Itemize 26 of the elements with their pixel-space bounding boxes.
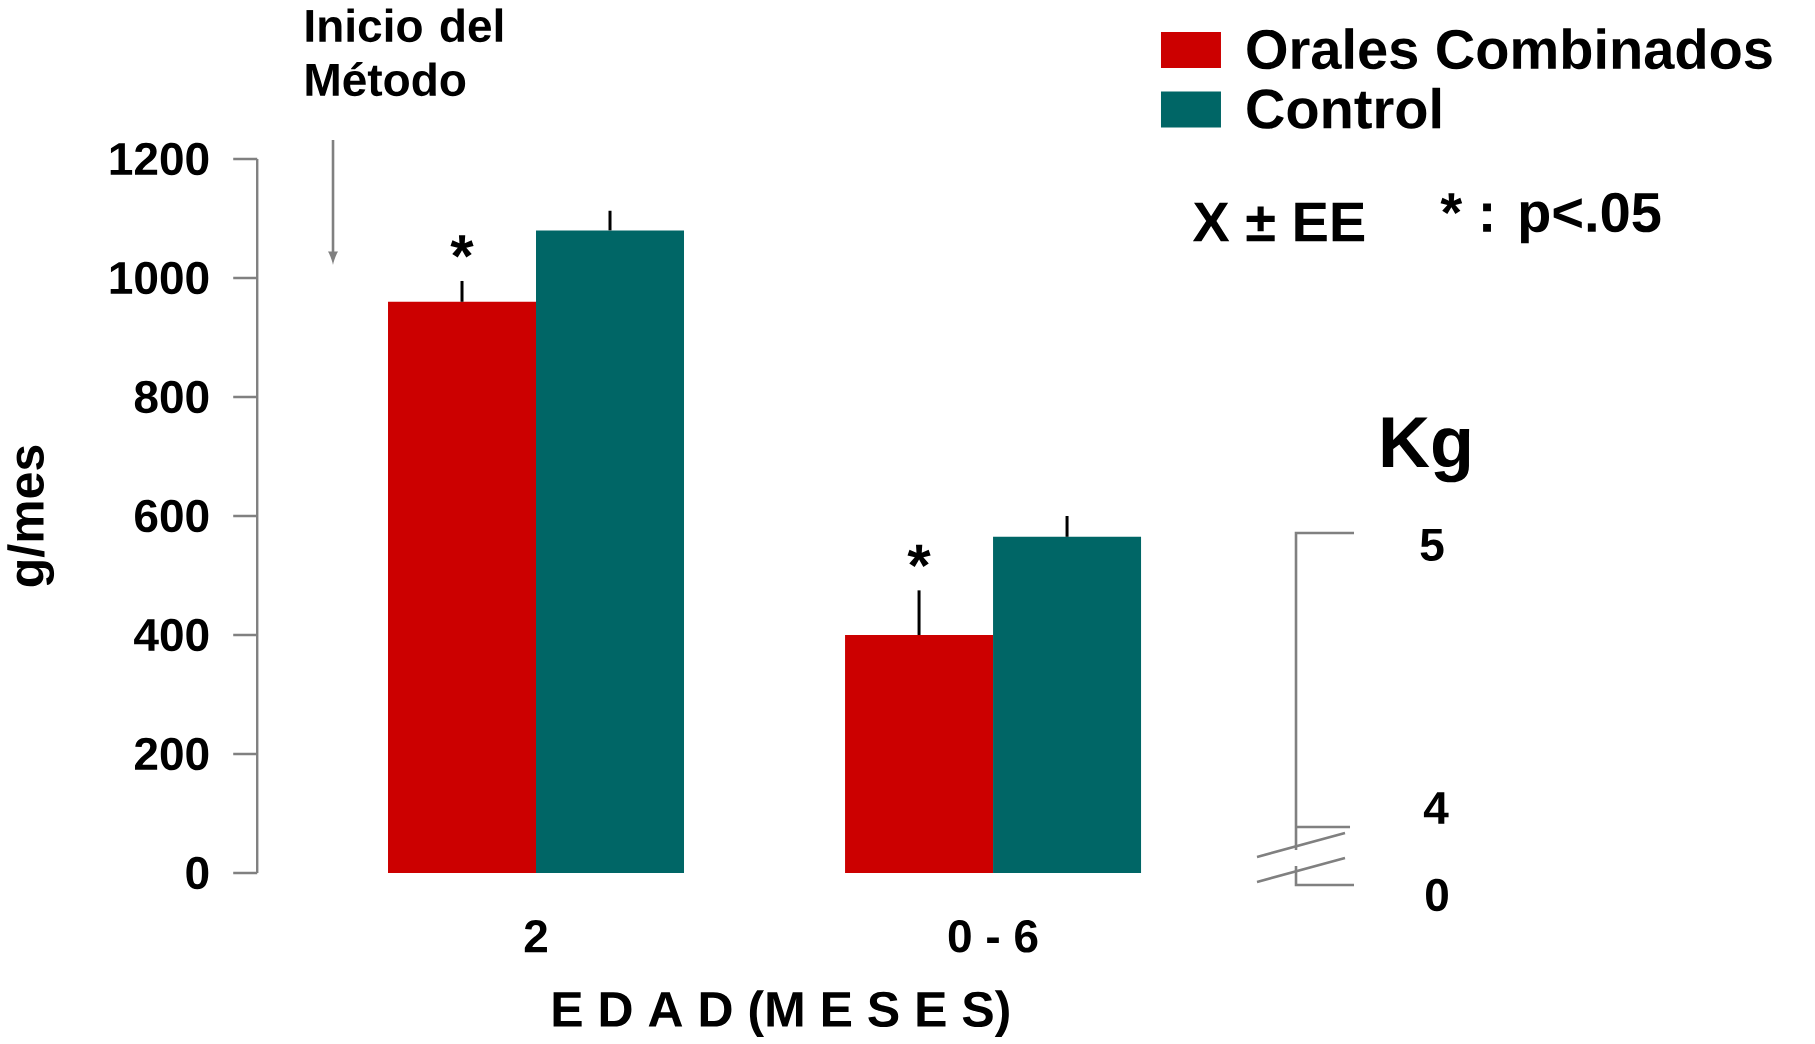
annotation: X ± EE: [1192, 202, 1365, 242]
annotation: *: [907, 544, 931, 568]
y-axis-title: g/mes: [7, 445, 55, 587]
x-tick-label: 0 - 6: [948, 920, 1038, 953]
bar: [993, 536, 1142, 873]
y-tick-label: 400: [134, 618, 209, 652]
bar: [388, 301, 537, 873]
annotation: *: [450, 235, 474, 258]
y-tick-label: 0: [186, 856, 209, 890]
text: Inicio del Método: [306, 8, 503, 97]
x-axis-title: E D A D (M E S E S): [553, 990, 1009, 1037]
y-tick-label: 800: [134, 380, 209, 414]
text: 0: [1426, 878, 1448, 912]
text: 5: [1420, 528, 1444, 562]
text: Kg: [1382, 417, 1470, 483]
y-tick-label: 1000: [110, 261, 209, 295]
y-tick-label: 200: [135, 737, 209, 771]
legend-label: Control: [1247, 87, 1441, 129]
bar: [536, 230, 685, 873]
y-tick-label: 600: [135, 499, 209, 533]
y-tick-label: 1200: [110, 142, 209, 176]
text: 4: [1423, 792, 1449, 824]
x-tick-label: 2: [524, 920, 547, 953]
legend-label: Orales Combinados: [1247, 28, 1772, 70]
bar: [845, 634, 994, 873]
text: * : p<.05: [1440, 192, 1661, 244]
